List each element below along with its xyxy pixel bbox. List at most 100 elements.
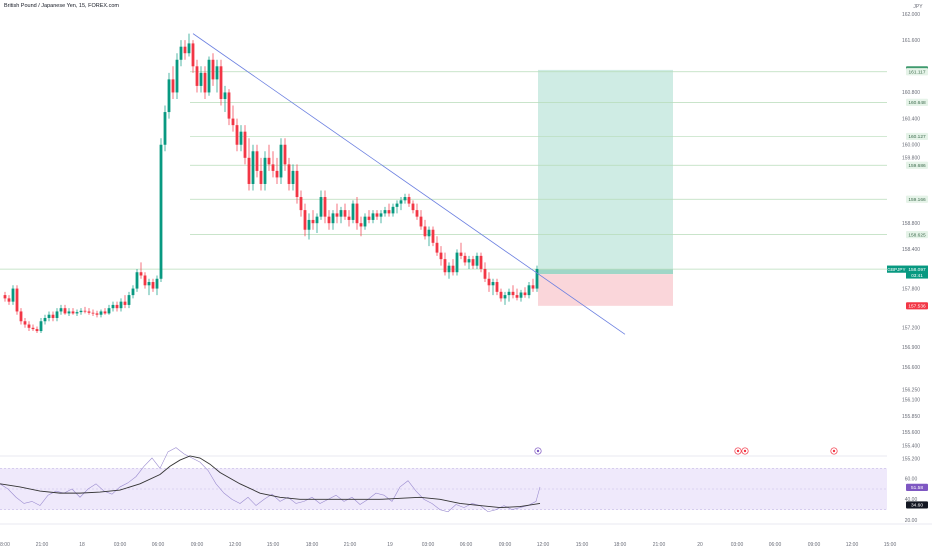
candle-body-109	[439, 252, 443, 260]
candle-body-104	[419, 216, 423, 227]
price-tick-label-11: 156.600	[902, 365, 920, 371]
candle-body-88	[355, 203, 359, 224]
candle-body-14	[59, 308, 63, 312]
trendline	[192, 33, 626, 335]
candle-body-117	[471, 259, 475, 266]
candle-body-72	[291, 170, 295, 184]
loss-zone	[538, 274, 673, 306]
time-tick-label-16: 18:00	[614, 542, 627, 548]
candle-body-42	[171, 79, 175, 93]
candle-body-62	[251, 151, 255, 184]
price-tick-label-12: 156.250	[902, 388, 920, 394]
candle-body-15	[63, 308, 67, 314]
time-tick-label-14: 12:00	[537, 542, 550, 548]
price-tick-label-4: 160.000	[902, 143, 920, 149]
candle-body-64	[259, 170, 263, 184]
candle-body-101	[407, 197, 411, 204]
time-tick-label-22: 12:00	[846, 542, 859, 548]
candle-body-105	[423, 226, 427, 237]
candle-body-25	[103, 311, 107, 314]
price-tick-label-15: 155.600	[902, 430, 920, 436]
candle-body-120	[483, 268, 487, 279]
candle-body-21	[87, 311, 91, 313]
symbol-tag-text: GBPJPY	[887, 267, 905, 272]
candle-body-5	[23, 321, 27, 325]
candle-body-78	[315, 216, 319, 224]
price-tick-label-9: 157.200	[902, 326, 920, 332]
candle-body-71	[287, 164, 291, 184]
candle-body-18	[75, 312, 79, 314]
candle-body-30	[123, 301, 127, 305]
time-tick-label-13: 09:00	[499, 542, 512, 548]
candle-body-1	[7, 298, 11, 302]
candle-body-52	[211, 59, 215, 80]
candle-body-6	[27, 324, 31, 328]
candle-body-115	[463, 255, 467, 263]
candle-body-113	[455, 252, 459, 273]
rsi-tick-label-0: 60.00	[905, 476, 918, 482]
level-tag-text-4: 159.686	[908, 163, 926, 169]
candle-body-56	[227, 92, 231, 119]
time-tick-label-7: 15:00	[267, 542, 280, 548]
candle-body-61	[247, 157, 251, 184]
price-tick-label-16: 155.400	[902, 443, 920, 449]
symbol-tag	[887, 265, 906, 273]
candle-body-39	[159, 144, 163, 279]
candle-body-17	[71, 311, 75, 314]
candle-body-132	[531, 285, 535, 289]
candle-body-114	[459, 252, 463, 256]
candle-body-108	[435, 242, 439, 253]
candle-body-89	[359, 223, 363, 227]
candle-body-87	[351, 203, 355, 220]
candle-body-95	[383, 210, 387, 214]
candle-body-37	[151, 282, 155, 289]
candle-body-3	[15, 288, 19, 312]
currency-label: JPY	[913, 4, 923, 10]
price-tick-label-3: 160.400	[902, 116, 920, 122]
candle-body-133	[535, 268, 539, 289]
time-tick-label-20: 06:00	[769, 542, 782, 548]
candle-body-123	[495, 282, 499, 292]
rsi-value-tag-text-0: 51.58	[911, 485, 923, 491]
candle-body-75	[303, 210, 307, 230]
countdown-text: 03:41	[911, 273, 923, 278]
level-tag-4	[906, 161, 928, 169]
level-tag-2	[906, 98, 928, 106]
price-tick-label-5: 159.800	[902, 156, 920, 162]
candle-body-118	[475, 255, 479, 266]
level-tag-3	[906, 132, 928, 141]
rsi-series-rsi	[0, 447, 541, 513]
event-marker-dot-1	[736, 449, 740, 453]
candle-body-16	[67, 311, 71, 314]
candle-body-19	[79, 310, 83, 313]
rsi-value-tag-text-1: 34.60	[911, 503, 923, 509]
price-tick-label-8: 157.800	[902, 286, 920, 292]
candle-body-77	[311, 219, 315, 224]
candle-body-7	[31, 327, 35, 330]
candle-body-107	[431, 229, 435, 243]
level-tag-text-1: 161.117	[909, 70, 926, 76]
candle-body-32	[131, 288, 135, 296]
candle-body-11	[47, 314, 51, 318]
candle-body-63	[255, 151, 259, 171]
candle-body-59	[239, 131, 243, 145]
rsi-series-rsi_ma	[0, 455, 541, 509]
candle-body-48	[195, 66, 199, 86]
candle-body-9	[39, 321, 43, 332]
candle-body-100	[403, 197, 407, 201]
candle-body-2	[11, 288, 15, 302]
time-tick-label-12: 06:00	[460, 542, 473, 548]
candle-body-130	[523, 292, 527, 296]
candle-body-103	[415, 210, 419, 217]
candle-body-35	[143, 275, 147, 286]
time-tick-label-15: 15:00	[576, 542, 589, 548]
candle-body-23	[95, 313, 99, 315]
candle-body-31	[127, 295, 131, 305]
candle-body-74	[299, 197, 303, 211]
time-tick-label-0: 8:00	[0, 542, 10, 548]
price-tick-label-6: 158.800	[902, 221, 920, 227]
time-tick-label-8: 18:00	[306, 542, 319, 548]
entry-zone	[538, 269, 673, 275]
